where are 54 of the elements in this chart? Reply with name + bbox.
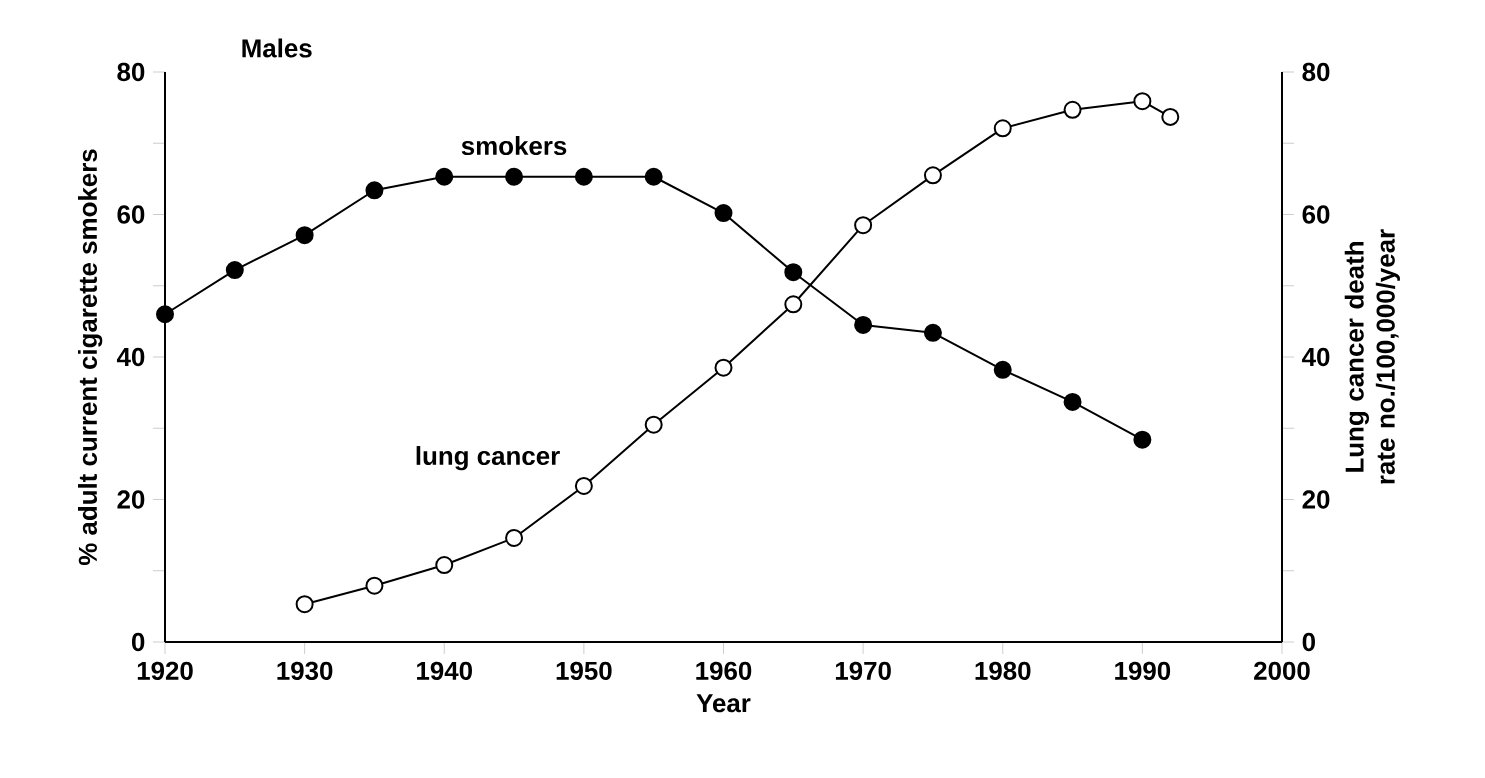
x-tick-label: 1930 — [277, 661, 333, 681]
text: Males — [242, 38, 312, 58]
x-tick-label: 1990 — [1115, 661, 1171, 680]
y2-tick-label: 60 — [1302, 205, 1330, 224]
x-tick-label: 1960 — [696, 661, 752, 680]
point — [505, 528, 524, 547]
point — [225, 261, 244, 280]
y2-axis-title: Lung cancer death rate no./100,000/year — [1344, 229, 1400, 484]
point — [714, 358, 733, 377]
y-tick-label: 20 — [117, 490, 145, 509]
point — [784, 295, 803, 314]
point — [993, 360, 1012, 379]
y2-tick-label: 40 — [1302, 347, 1330, 367]
point — [854, 315, 873, 334]
point — [1161, 107, 1180, 126]
point — [505, 167, 524, 186]
series-label: lung cancer — [416, 446, 560, 471]
x-axis-title: Year — [696, 694, 751, 713]
y2-tick-label: 20 — [1302, 490, 1330, 509]
point — [644, 167, 663, 186]
y2-tick-label: 0 — [1302, 632, 1315, 652]
point — [295, 595, 314, 614]
x-tick-label: 1970 — [835, 661, 891, 680]
y-tick-label: 60 — [117, 205, 145, 224]
y2-tick-label: 80 — [1302, 62, 1330, 82]
point — [923, 166, 942, 185]
point — [993, 119, 1012, 138]
x-tick-label: 1980 — [975, 661, 1031, 680]
y-tick-label: 0 — [131, 632, 145, 652]
y-axis-title: % adult current cigarette smokers — [77, 149, 103, 566]
x-tick-label: 2000 — [1254, 661, 1310, 680]
y-tick-label: 40 — [116, 347, 145, 367]
y-tick-label: 80 — [117, 62, 145, 82]
point — [365, 181, 384, 200]
point — [923, 323, 942, 342]
point — [784, 263, 803, 282]
point — [574, 476, 593, 495]
point — [365, 576, 384, 595]
series-label: smokers — [461, 136, 567, 156]
point — [574, 167, 593, 186]
point — [295, 226, 314, 245]
point — [854, 216, 873, 235]
x-tick-label: 1920 — [137, 661, 193, 680]
point — [156, 305, 174, 324]
x-tick-label: 1950 — [556, 661, 612, 680]
point — [1133, 430, 1152, 449]
point — [1063, 100, 1082, 119]
point — [1133, 92, 1152, 111]
point — [435, 167, 454, 186]
point — [644, 415, 663, 434]
point — [435, 556, 454, 575]
point — [714, 204, 733, 223]
point — [1063, 392, 1082, 411]
x-tick-label: 1940 — [417, 661, 472, 680]
